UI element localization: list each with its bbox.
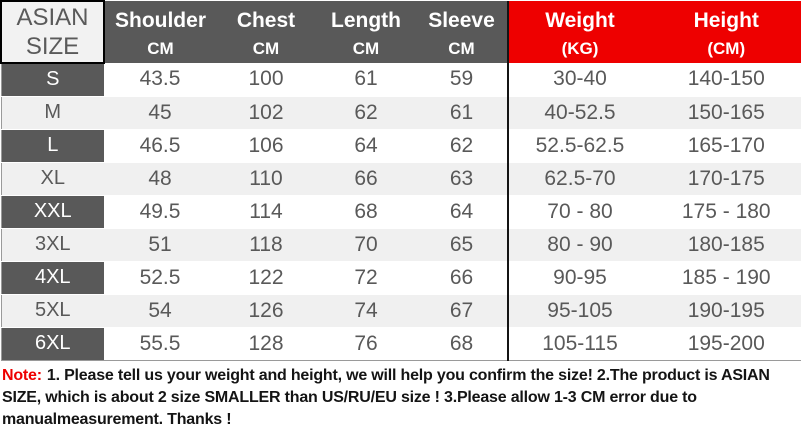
- value-cell: 59: [416, 63, 508, 97]
- column-label: Chest: [236, 9, 296, 32]
- value-cell: 150-165: [651, 96, 801, 130]
- table-row: M 45 102 62 61 40-52.5 150-165: [1, 96, 801, 130]
- value-cell: 48: [104, 162, 216, 196]
- column-unit: CM: [448, 39, 475, 58]
- size-cell: 5XL: [1, 294, 104, 328]
- value-cell: 52.5: [104, 261, 216, 295]
- note-body: 1. Please tell us your weight and height…: [2, 366, 770, 428]
- column-header-length: Length CM: [316, 1, 416, 63]
- value-cell: 74: [316, 294, 416, 328]
- value-cell: 51: [104, 228, 216, 262]
- value-cell: 49.5: [104, 195, 216, 229]
- table-row: 4XL 52.5 122 72 66 90-95 185 - 190: [1, 261, 801, 295]
- value-cell: 185 - 190: [651, 261, 801, 295]
- value-cell: 114: [216, 195, 316, 229]
- value-cell: 63: [416, 162, 508, 196]
- column-unit: (KG): [561, 39, 599, 58]
- value-cell: 43.5: [104, 63, 216, 97]
- value-cell: 170-175: [651, 162, 801, 196]
- size-cell: M: [1, 96, 104, 130]
- value-cell: 70 - 80: [507, 195, 651, 229]
- value-cell: 95-105: [507, 294, 651, 328]
- value-cell: 66: [416, 261, 508, 295]
- value-cell: 126: [216, 294, 316, 328]
- value-cell: 45: [104, 96, 216, 130]
- value-cell: 67: [416, 294, 508, 328]
- size-cell: XL: [1, 162, 104, 196]
- column-unit: CM: [147, 39, 174, 58]
- column-label: Sleeve: [428, 9, 495, 32]
- table-row: XL 48 110 66 63 62.5-70 170-175: [1, 162, 801, 196]
- value-cell: 68: [316, 195, 416, 229]
- table-row: S 43.5 100 61 59 30-40 140-150: [1, 63, 801, 97]
- value-cell: 165-170: [651, 129, 801, 163]
- table-row: 6XL 55.5 128 76 68 105-115 195-200: [1, 327, 801, 360]
- table-row: L 46.5 106 64 62 52.5-62.5 165-170: [1, 129, 801, 163]
- column-label: Weight: [545, 9, 615, 32]
- table-row: 3XL 51 118 70 65 80 - 90 180-185: [1, 228, 801, 262]
- table-row: 5XL 54 126 74 67 95-105 190-195: [1, 294, 801, 328]
- value-cell: 68: [416, 327, 508, 360]
- column-unit: CM: [252, 39, 280, 58]
- size-cell: XXL: [1, 195, 104, 229]
- size-cell: L: [1, 129, 104, 163]
- value-cell: 110: [216, 162, 316, 196]
- column-header-weight: Weight (KG): [507, 1, 651, 63]
- corner-header-line1: ASIAN: [16, 4, 89, 31]
- value-cell: 105-115: [507, 327, 651, 360]
- value-cell: 80 - 90: [507, 228, 651, 262]
- value-cell: 90-95: [507, 261, 651, 295]
- corner-header-line2: SIZE: [25, 33, 80, 60]
- size-table: ASIAN SIZE Shoulder CM Chest CM Length CM Slee…: [0, 0, 801, 361]
- column-header-sleeve: Sleeve CM: [416, 1, 508, 63]
- value-cell: 55.5: [104, 327, 216, 360]
- size-cell: 4XL: [1, 261, 104, 295]
- value-cell: 62.5-70: [507, 162, 651, 196]
- value-cell: 61: [416, 96, 508, 130]
- column-header-chest: Chest CM: [216, 1, 316, 63]
- value-cell: 66: [316, 162, 416, 196]
- size-cell: S: [1, 63, 104, 97]
- value-cell: 52.5-62.5: [507, 129, 651, 163]
- value-cell: 195-200: [651, 327, 801, 360]
- value-cell: 106: [216, 129, 316, 163]
- column-label: Length: [331, 9, 401, 32]
- size-cell: 6XL: [1, 327, 104, 360]
- value-cell: 175 - 180: [651, 195, 801, 229]
- value-cell: 76: [316, 327, 416, 360]
- note-text: Note: 1. Please tell us your weight and h…: [0, 361, 801, 431]
- header-row: ASIAN SIZE Shoulder CM Chest CM Length CM Slee…: [0, 0, 801, 64]
- value-cell: 40-52.5: [507, 96, 651, 130]
- value-cell: 128: [216, 327, 316, 360]
- value-cell: 65: [416, 228, 508, 262]
- value-cell: 100: [216, 63, 316, 97]
- value-cell: 72: [316, 261, 416, 295]
- value-cell: 46.5: [104, 129, 216, 163]
- value-cell: 102: [216, 96, 316, 130]
- table-row: XXL 49.5 114 68 64 70 - 80 175 - 180: [1, 195, 801, 229]
- column-unit: CM: [352, 39, 380, 58]
- value-cell: 30-40: [507, 63, 651, 97]
- value-cell: 70: [316, 228, 416, 262]
- value-cell: 140-150: [651, 63, 801, 97]
- value-cell: 64: [416, 195, 508, 229]
- column-header-shoulder: Shoulder CM: [104, 1, 216, 63]
- value-cell: 62: [316, 96, 416, 130]
- column-label: Height: [693, 9, 759, 32]
- column-unit: (CM): [707, 39, 746, 58]
- value-cell: 62: [416, 129, 508, 163]
- value-cell: 61: [316, 63, 416, 97]
- column-header-height: Height (CM): [651, 1, 801, 63]
- value-cell: 190-195: [651, 294, 801, 328]
- corner-header: ASIAN SIZE: [0, 0, 105, 64]
- note-label: Note:: [2, 366, 42, 384]
- value-cell: 118: [216, 228, 316, 262]
- value-cell: 180-185: [651, 228, 801, 262]
- column-label: Shoulder: [114, 9, 206, 32]
- value-cell: 64: [316, 129, 416, 163]
- value-cell: 122: [216, 261, 316, 295]
- size-cell: 3XL: [1, 228, 104, 262]
- value-cell: 54: [104, 294, 216, 328]
